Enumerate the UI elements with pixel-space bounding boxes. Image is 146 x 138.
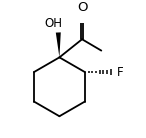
Text: O: O [77, 1, 87, 14]
Text: OH: OH [45, 17, 63, 30]
Polygon shape [56, 32, 61, 57]
Text: F: F [117, 66, 124, 79]
